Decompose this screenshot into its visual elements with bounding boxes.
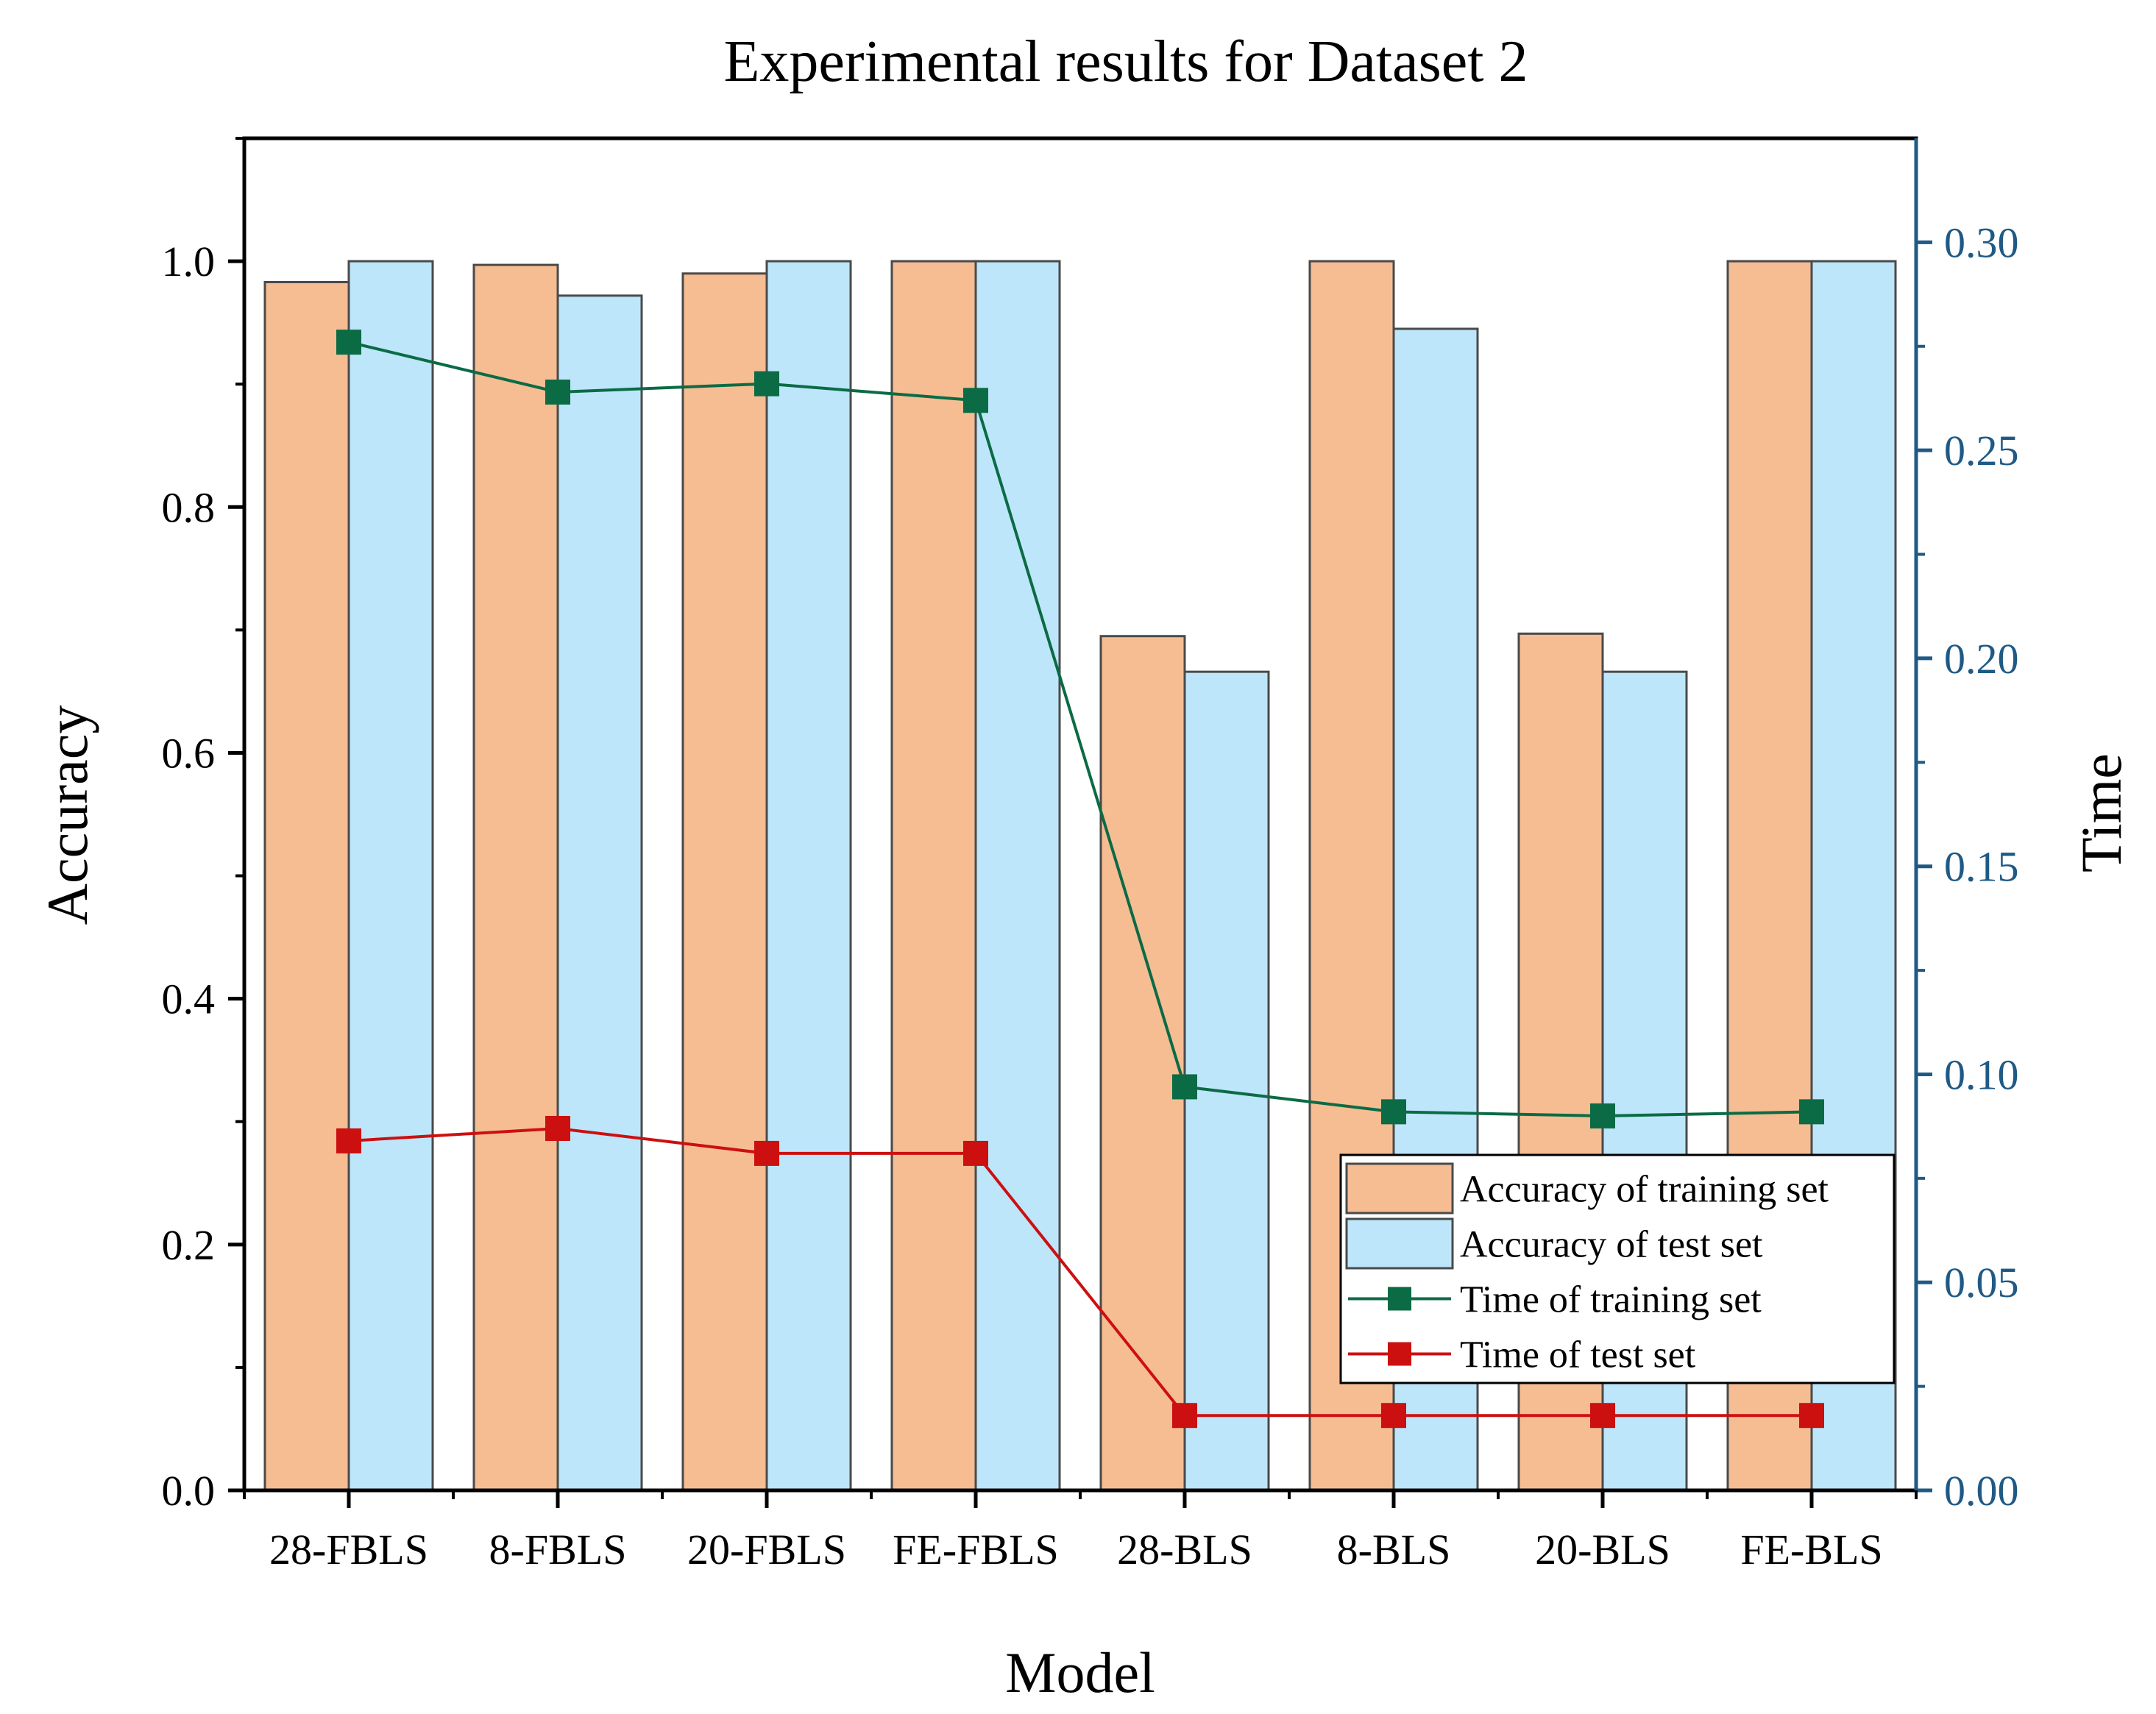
train-time-point-8-BLS <box>1381 1099 1406 1125</box>
legend-label: Accuracy of test set <box>1460 1224 1763 1266</box>
legend-label: Time of training set <box>1460 1279 1762 1321</box>
y2-tick-label: 0.05 <box>1944 1259 2019 1306</box>
x-tick-label: 20-FBLS <box>687 1526 846 1573</box>
train-acc-bar-FE-FBLS <box>890 260 977 1492</box>
train-time-point-FE-FBLS <box>963 388 988 413</box>
train-time-point-28-FBLS <box>336 330 361 355</box>
train-time-point-20-BLS <box>1590 1103 1615 1129</box>
y-tick-label: 0.4 <box>162 975 216 1023</box>
test-acc-bar-28-FBLS <box>347 260 434 1492</box>
x-tick-label: 28-FBLS <box>269 1526 428 1573</box>
test-acc-bar-FE-FBLS <box>974 260 1061 1492</box>
train-time-point-8-FBLS <box>545 379 570 405</box>
y2-tick-label: 0.20 <box>1944 635 2019 683</box>
x-tick-label: 28-BLS <box>1117 1526 1252 1573</box>
test-acc-bar-28-BLS <box>1183 670 1270 1492</box>
y-tick-label: 0.0 <box>162 1467 216 1515</box>
legend-label: Time of test set <box>1460 1334 1696 1376</box>
train-time-point-28-BLS <box>1172 1074 1197 1100</box>
y2-tick-label: 0.25 <box>1944 427 2019 474</box>
train-time-point-20-FBLS <box>754 371 779 397</box>
x-axis-title: Model <box>1005 1640 1155 1704</box>
legend-label: Accuracy of training set <box>1460 1169 1829 1211</box>
test-time-point-FE-BLS <box>1799 1403 1824 1429</box>
train-time-point-FE-BLS <box>1799 1099 1824 1125</box>
lines-layer <box>336 330 1824 1429</box>
test-time-point-8-FBLS <box>545 1115 570 1141</box>
x-tick-label: 8-BLS <box>1337 1526 1451 1573</box>
train-acc-bar-8-FBLS <box>472 263 559 1492</box>
legend-marker <box>1388 1287 1411 1311</box>
x-axis: 28-FBLS 8-FBLS 20-FBLS FE-FBLS 28-BLS 8-BLS 20… <box>243 1490 1918 1573</box>
test-acc-bar-20-FBLS <box>765 260 852 1492</box>
train-acc-bar-20-FBLS <box>681 272 768 1492</box>
y-axis-title: Accuracy <box>35 705 99 925</box>
y-tick-label: 0.6 <box>162 729 216 777</box>
y2-axis-title: Time <box>2069 753 2133 872</box>
y2-tick-label: 0.15 <box>1944 843 2019 891</box>
test-time-point-28-FBLS <box>336 1128 361 1153</box>
test-time-point-28-BLS <box>1172 1403 1197 1429</box>
x-tick-label: 8-FBLS <box>489 1526 627 1573</box>
test-time-point-20-FBLS <box>754 1140 779 1166</box>
y2-tick-label: 0.30 <box>1944 218 2019 266</box>
test-time-line <box>348 1126 1812 1418</box>
y2-tick-label: 0.00 <box>1944 1467 2019 1515</box>
left-axis: 0.0 0.2 0.4 0.6 0.8 1.0 <box>162 137 244 1515</box>
legend-marker <box>1388 1342 1411 1366</box>
chart-title: Experimental results for Dataset 2 <box>724 29 1528 94</box>
right-axis: 0.00 0.05 0.10 0.15 0.20 0.25 0.30 <box>1916 218 2019 1515</box>
y2-tick-label: 0.10 <box>1944 1050 2019 1098</box>
test-acc-bar-8-FBLS <box>556 294 643 1492</box>
legend-swatch <box>1345 1217 1454 1270</box>
test-time-point-8-BLS <box>1381 1403 1406 1429</box>
test-time-point-FE-FBLS <box>963 1140 988 1166</box>
x-tick-label: FE-FBLS <box>893 1526 1059 1573</box>
y-tick-label: 0.2 <box>162 1221 216 1269</box>
y-tick-label: 1.0 <box>162 238 216 285</box>
legend-swatch <box>1345 1162 1454 1215</box>
train-acc-bar-28-FBLS <box>263 280 350 1492</box>
train-time-line <box>348 341 1812 1118</box>
test-time-point-20-BLS <box>1590 1403 1615 1429</box>
legend: Accuracy of training set Accuracy of test… <box>1339 1153 1896 1384</box>
y-tick-label: 0.8 <box>162 483 216 531</box>
x-tick-label: FE-BLS <box>1740 1526 1882 1573</box>
x-tick-label: 20-BLS <box>1535 1526 1670 1573</box>
